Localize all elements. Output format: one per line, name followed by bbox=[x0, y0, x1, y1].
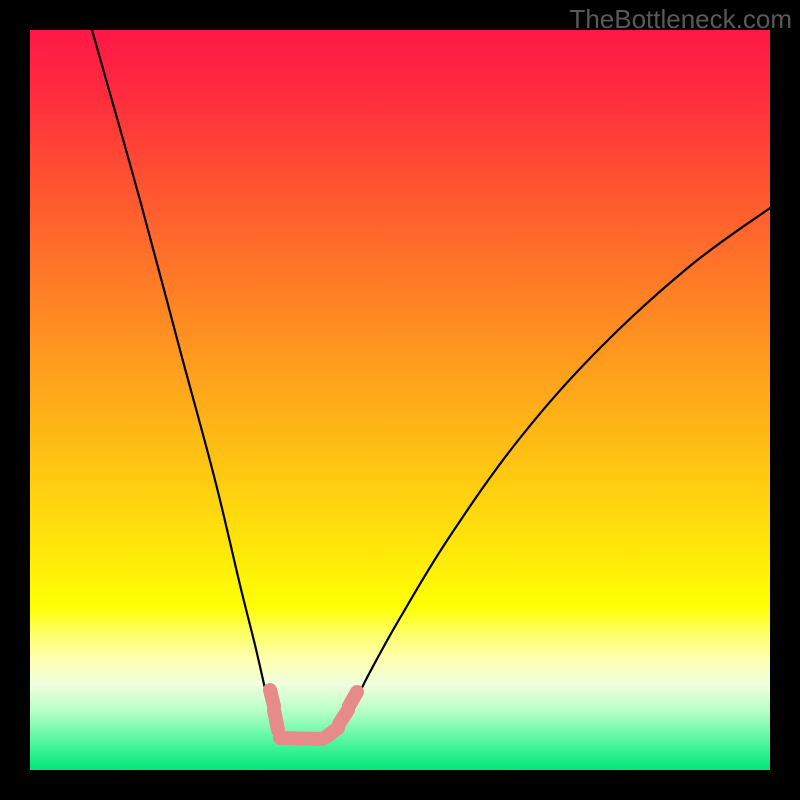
curve-layer bbox=[30, 30, 770, 770]
plot-area bbox=[30, 30, 770, 770]
curve-left bbox=[92, 30, 320, 740]
valley-marker bbox=[280, 738, 322, 739]
chart-frame: TheBottleneck.com bbox=[0, 0, 800, 800]
curve-right bbox=[320, 208, 770, 740]
valley-marker bbox=[349, 692, 357, 706]
watermark-text: TheBottleneck.com bbox=[569, 4, 792, 35]
valley-marker bbox=[274, 710, 278, 730]
